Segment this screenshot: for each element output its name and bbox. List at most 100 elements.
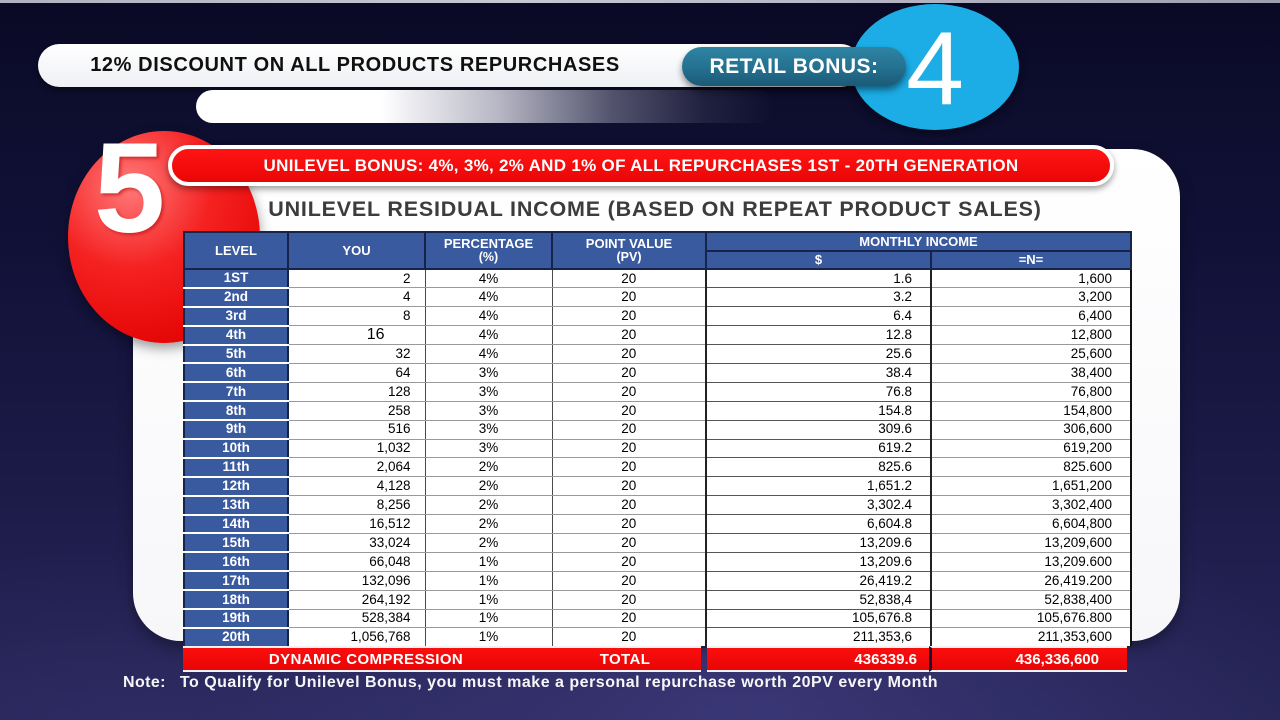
level-cell: 12th: [183, 476, 289, 497]
point-value-cell: 20: [551, 495, 707, 516]
table-row: 10th 1,032 3% 20 619.2 619,200: [183, 439, 1132, 459]
you-cell: 33,024: [287, 533, 426, 553]
naira-cell: 211,353,600: [930, 627, 1132, 648]
naira-cell: 825.600: [930, 457, 1132, 478]
point-value-cell: 20: [551, 344, 707, 364]
usd-cell: 52,838,4: [705, 590, 932, 610]
level-cell: 6th: [183, 363, 289, 384]
you-cell: 66,048: [287, 552, 426, 572]
level-cell: 20th: [183, 627, 289, 648]
level-cell: 19th: [183, 609, 289, 629]
you-cell: 16: [287, 325, 426, 346]
you-cell: 1,032: [287, 439, 426, 459]
point-value-cell: 20: [551, 533, 707, 553]
you-cell: 64: [287, 363, 426, 383]
usd-cell: 12.8: [705, 325, 932, 346]
retail-bonus-number-circle: 4: [851, 4, 1019, 130]
usd-cell: 38.4: [705, 363, 932, 383]
header-usd: $: [705, 250, 932, 270]
usd-cell: 825.6: [705, 457, 932, 478]
naira-cell: 6,604,800: [930, 514, 1132, 534]
header-point-value-line1: POINT VALUE: [585, 236, 673, 252]
point-value-cell: 20: [551, 439, 707, 459]
point-value-cell: 20: [551, 514, 707, 534]
level-cell: 3rd: [183, 306, 289, 327]
usd-cell: 3.2: [705, 287, 932, 308]
table-row: 14th 16,512 2% 20 6,604.8 6,604,800: [183, 514, 1132, 535]
naira-cell: 1,600: [930, 269, 1132, 289]
naira-cell: 105,676.800: [930, 609, 1132, 629]
naira-cell: 154,800: [930, 401, 1132, 421]
table-row: 13th 8,256 2% 20 3,302.4 3,302,400: [183, 495, 1132, 516]
top-edge-highlight: [0, 0, 1280, 3]
you-cell: 258: [287, 401, 426, 421]
level-cell: 11th: [183, 457, 289, 478]
retail-bonus-number: 4: [906, 11, 964, 127]
footer-naira-total: 436,336,600: [929, 646, 1127, 672]
naira-cell: 3,200: [930, 287, 1132, 308]
you-cell: 8: [287, 306, 426, 327]
usd-cell: 3,302.4: [705, 495, 932, 516]
retail-bonus-pill: RETAIL BONUS:: [682, 47, 906, 86]
header-naira: =N=: [930, 250, 1132, 270]
you-cell: 16,512: [287, 514, 426, 534]
point-value-cell: 20: [551, 420, 707, 440]
percentage-cell: 2%: [424, 457, 553, 478]
naira-cell: 52,838,400: [930, 590, 1132, 610]
level-cell: 4th: [183, 325, 289, 346]
point-value-cell: 20: [551, 363, 707, 383]
point-value-cell: 20: [551, 269, 707, 289]
percentage-cell: 1%: [424, 609, 553, 629]
point-value-cell: 20: [551, 590, 707, 610]
you-cell: 132,096: [287, 571, 426, 591]
note-text: To Qualify for Unilevel Bonus, you must …: [179, 674, 939, 691]
percentage-cell: 4%: [424, 269, 553, 289]
header-percentage: PERCENTAGE (%): [424, 231, 553, 270]
naira-cell: 6,400: [930, 306, 1132, 327]
percentage-cell: 2%: [424, 533, 553, 553]
level-cell: 8th: [183, 401, 289, 422]
percentage-cell: 2%: [424, 514, 553, 534]
unilevel-number: 5: [94, 117, 166, 260]
you-cell: 4: [287, 287, 426, 308]
level-cell: 2nd: [183, 287, 289, 308]
dynamic-compression-label: DYNAMIC COMPRESSION: [268, 650, 464, 668]
percentage-cell: 3%: [424, 420, 553, 440]
usd-cell: 309.6: [705, 420, 932, 440]
header-percentage-line1: PERCENTAGE: [443, 236, 534, 252]
level-cell: 1ST: [183, 269, 289, 289]
header-you: YOU: [287, 231, 426, 270]
table-row: 7th 128 3% 20 76.8 76,800: [183, 382, 1132, 403]
naira-cell: 619,200: [930, 439, 1132, 459]
table-row: 5th 32 4% 20 25.6 25,600: [183, 344, 1132, 365]
point-value-cell: 20: [551, 306, 707, 327]
percentage-cell: 4%: [424, 325, 553, 346]
you-cell: 32: [287, 344, 426, 364]
table-row: 15th 33,024 2% 20 13,209.6 13,209,600: [183, 533, 1132, 554]
naira-cell: 1,651,200: [930, 476, 1132, 497]
usd-cell: 211,353,6: [705, 627, 932, 648]
table-row: 11th 2,064 2% 20 825.6 825.600: [183, 457, 1132, 478]
level-cell: 5th: [183, 344, 289, 365]
you-cell: 2,064: [287, 457, 426, 478]
unilevel-bonus-banner: UNILEVEL BONUS: 4%, 3%, 2% AND 1% OF ALL…: [168, 145, 1114, 186]
level-cell: 15th: [183, 533, 289, 554]
table-row: 17th 132,096 1% 20 26,419.2 26,419.200: [183, 571, 1132, 592]
point-value-cell: 20: [551, 401, 707, 421]
total-label: TOTAL: [599, 650, 651, 668]
percentage-cell: 3%: [424, 439, 553, 459]
table-row: 19th 528,384 1% 20 105,676.8 105,676.800: [183, 609, 1132, 629]
usd-cell: 1.6: [705, 269, 932, 289]
usd-cell: 13,209.6: [705, 552, 932, 572]
table-row: 12th 4,128 2% 20 1,651.2 1,651,200: [183, 476, 1132, 497]
you-cell: 8,256: [287, 495, 426, 516]
page-title: UNILEVEL RESIDUAL INCOME (BASED ON REPEA…: [268, 197, 1042, 221]
point-value-cell: 20: [551, 571, 707, 591]
table-row: 9th 516 3% 20 309.6 306,600: [183, 420, 1132, 441]
you-cell: 528,384: [287, 609, 426, 629]
you-cell: 264,192: [287, 590, 426, 610]
point-value-cell: 20: [551, 382, 707, 402]
level-cell: 14th: [183, 514, 289, 535]
percentage-cell: 3%: [424, 382, 553, 402]
income-table: LEVEL YOU PERCENTAGE (%) POINT VALUE (PV) …: [183, 231, 1132, 648]
